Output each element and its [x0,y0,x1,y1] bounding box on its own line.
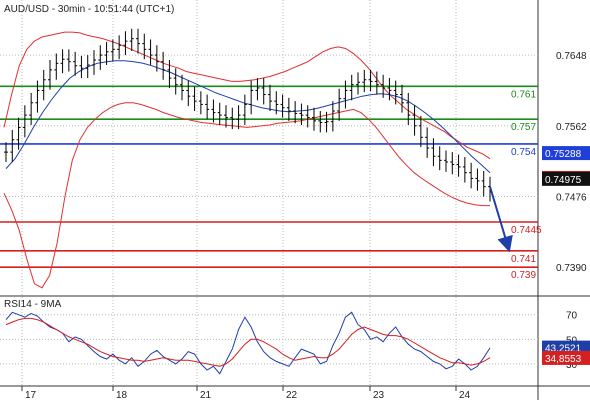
rsi-y-tick-label: 30 [566,360,578,371]
level-label: 0.757 [511,122,536,133]
price-tag [542,146,590,161]
chart-title: AUD/USD - 30min - 10:51:44 (UTC+1) [4,4,174,15]
level-label: 0.739 [511,270,536,281]
bollinger-lower [3,102,490,289]
rsi-series-rsi14 [5,311,491,375]
price-y-tick-label: 0.7390 [556,263,587,274]
level-label: 0.7445 [511,225,542,236]
price-tag [542,171,590,186]
price-y-tick-label: 0.7476 [556,193,587,204]
x-tick-label: 17 [25,390,37,400]
bollinger-upper [3,31,491,160]
moving-average-line [5,60,491,174]
x-tick-label: 21 [200,390,212,400]
rsi-tag-label: 43,2521 [545,344,582,355]
x-tick-label: 18 [116,390,128,400]
rsi-tag-label: 34,8553 [545,354,582,365]
level-label: 0.741 [511,254,536,265]
rsi-series-9ma [5,317,491,367]
price-y-tick-label: 0.7648 [556,51,587,62]
rsi-y-tick-label: 70 [566,311,578,322]
rsi-tag [542,350,590,365]
price-tag-label: 0.74975 [545,175,582,186]
x-tick-label: 23 [373,390,385,400]
price-y-tick-label: 0.7562 [556,122,587,133]
rsi-title: RSI14 - 9MA [4,299,62,310]
x-tick-label: 22 [286,390,298,400]
level-label: 0.754 [511,147,536,158]
price-tag-label: 0.75288 [545,149,582,160]
x-tick-label: 24 [459,390,471,400]
price-plot-area [0,0,538,296]
projection-arrow [489,186,513,253]
level-label: 0.761 [511,89,536,100]
